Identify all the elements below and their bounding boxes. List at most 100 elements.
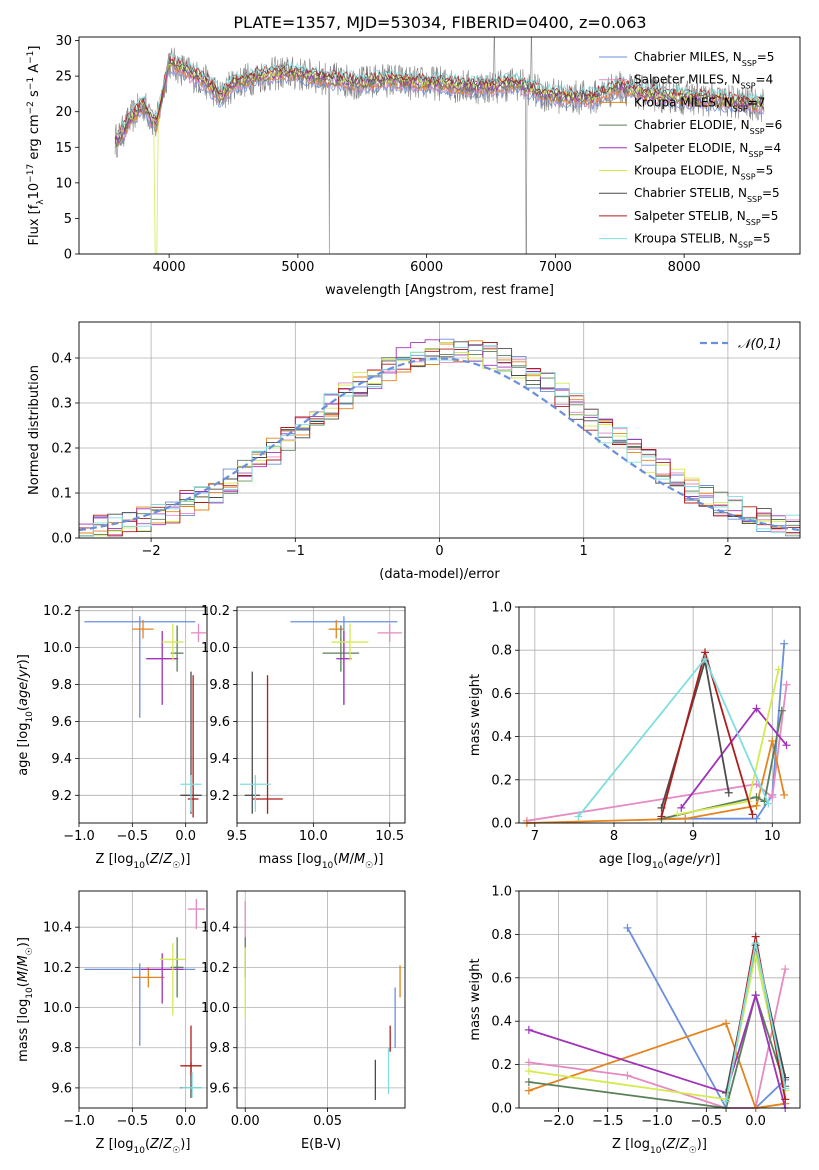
x-tick-label: 7 <box>531 829 539 844</box>
frame-weight_vs_Z <box>518 890 801 1109</box>
y-axis-label: mass weight <box>468 958 483 1040</box>
series-line <box>528 1022 786 1109</box>
legend-label: Salpeter MILES, NSSP=4 <box>634 73 773 91</box>
model-line <box>114 62 765 148</box>
y-tick-label: 9.8 <box>51 1041 72 1056</box>
chart-panels: 4000 5000 6000 7000 8000051015202530Chabrier… <box>16 34 801 1156</box>
x-tick-label: 0.0 <box>175 829 196 844</box>
figure-title: PLATE=1357, MJD=53034, FIBERID=0400, z=0… <box>233 13 646 32</box>
y-tick-label: 0.4 <box>491 1015 512 1030</box>
y-tick-label: 0.4 <box>51 352 72 367</box>
y-tick-label: 0.2 <box>491 1058 512 1073</box>
model-line <box>114 52 765 136</box>
y-tick-label: 10.0 <box>43 641 72 656</box>
frame-mass_vs_ebv <box>236 890 406 1109</box>
x-tick-label: 0.0 <box>175 1114 196 1129</box>
series-line <box>661 710 783 820</box>
legend-label: Chabrier ELODIE, NSSP=6 <box>634 118 782 136</box>
x-tick-label: −1.0 <box>63 1114 95 1129</box>
y-tick-label: 10.2 <box>201 961 230 976</box>
x-axis-label: (data-model)/error <box>379 567 500 582</box>
legend-label: 𝒩(0,1) <box>738 337 781 352</box>
y-tick-label: 25 <box>55 70 72 85</box>
y-tick-label: 9.6 <box>51 1081 72 1096</box>
y-axis-label: Flux [fλ10−17 erg cm−2 s−1 A−1] <box>26 46 46 246</box>
legend-residuals: 𝒩(0,1) <box>700 337 781 352</box>
y-tick-label: 0 <box>64 248 72 263</box>
axes-age_vs_Z: −1.0 −0.5 0.0 9.2 9.4 9.6 9.8 10.0 10.2 <box>43 604 207 844</box>
model-line <box>114 56 765 140</box>
series-line <box>661 643 786 820</box>
frame-weight_vs_age <box>518 606 801 824</box>
histogram-step <box>79 341 800 537</box>
y-tick-label: 0.1 <box>51 487 72 502</box>
axes-weight_vs_age: 7 8 9 10 0.0 0.2 0.4 0.6 0.8 1.0 <box>491 601 800 844</box>
y-axis-label: mass weight <box>468 674 483 756</box>
axes-mass_vs_ebv: 0.00 0.05 9.6 9.8 10.0 10.2 10.4 <box>201 891 405 1129</box>
y-tick-label: 9.8 <box>51 678 72 693</box>
x-tick-label: 10.0 <box>299 829 328 844</box>
x-tick-label: −0.5 <box>117 829 149 844</box>
y-tick-label: 0.2 <box>51 442 72 457</box>
y-tick-label: 10.2 <box>43 961 72 976</box>
x-tick-label: 6000 <box>410 260 443 275</box>
y-tick-label: 9.4 <box>209 752 230 767</box>
axes-spectrum: 4000 5000 6000 7000 8000 0 5 10 15 20 25 30 <box>55 34 765 275</box>
x-tick-label: −0.5 <box>691 1114 723 1129</box>
x-tick-label: 1 <box>580 544 588 559</box>
y-tick-label: 0.4 <box>491 730 512 745</box>
series-line <box>660 660 730 809</box>
y-tick-label: 9.4 <box>51 752 72 767</box>
x-axis-label: Z [log10(Z/Z☉)] <box>96 1137 191 1156</box>
y-tick-label: 9.2 <box>209 789 230 804</box>
x-tick-label: 2 <box>724 544 732 559</box>
legend-spectrum: Chabrier MILES, NSSP=5 Salpeter MILES, NS… <box>599 50 782 249</box>
y-axis-label: Normed distribution <box>27 365 42 495</box>
y-tick-label: 10.0 <box>43 1001 72 1016</box>
x-tick-label: 4000 <box>153 260 186 275</box>
y-tick-label: 0.0 <box>491 817 512 832</box>
x-tick-label: −0.5 <box>117 1114 149 1129</box>
y-tick-label: 9.8 <box>209 1041 230 1056</box>
y-tick-label: 10.0 <box>201 641 230 656</box>
legend-label: Kroupa MILES, NSSP=7 <box>634 95 765 113</box>
x-tick-label: 0 <box>435 544 443 559</box>
frame-residuals <box>78 321 801 539</box>
gaussian-line <box>78 357 801 532</box>
frame-age_vs_Z <box>78 606 208 824</box>
x-tick-label: 10 <box>764 829 781 844</box>
x-tick-label: 10.5 <box>375 829 404 844</box>
legend-label: Kroupa STELIB, NSSP=5 <box>634 232 771 250</box>
y-tick-label: 1.0 <box>491 885 512 900</box>
legend-label: Chabrier MILES, NSSP=5 <box>634 50 774 68</box>
x-axis-label: age [log10(age/yr)] <box>599 852 721 871</box>
x-tick-label: −2 <box>142 544 161 559</box>
x-tick-label: −1 <box>286 544 305 559</box>
y-tick-label: 0.8 <box>491 928 512 943</box>
axes-weight_vs_Z: −2.0 −1.5 −1.0 −0.5 0.0 0.0 0.2 0.4 0.6 0.8 1.0 <box>491 885 800 1129</box>
x-axis-label: mass [log10(M/M☉)] <box>259 852 384 871</box>
x-tick-label: 8000 <box>668 260 701 275</box>
model-line <box>114 63 765 146</box>
x-tick-label: −2.0 <box>543 1114 575 1129</box>
x-tick-label: −1.0 <box>63 829 95 844</box>
y-tick-label: 10.2 <box>201 604 230 619</box>
x-tick-label: 9.5 <box>227 829 248 844</box>
series-line <box>528 991 787 1109</box>
x-tick-label: 9 <box>689 829 697 844</box>
y-tick-label: 30 <box>55 34 72 49</box>
x-axis-label: wavelength [Angstrom, rest frame] <box>325 283 554 298</box>
y-tick-label: 0.0 <box>491 1102 512 1117</box>
y-tick-label: 10.2 <box>43 604 72 619</box>
x-tick-label: −1.5 <box>592 1114 624 1129</box>
histogram-step <box>79 342 800 537</box>
y-tick-label: 9.2 <box>51 789 72 804</box>
y-tick-label: 10.4 <box>43 921 72 936</box>
y-tick-label: 15 <box>55 141 72 156</box>
x-tick-label: 5000 <box>281 260 314 275</box>
x-tick-label: 0.0 <box>745 1114 766 1129</box>
y-axis-label: mass [log10(M/M☉)] <box>16 937 35 1062</box>
frame-spectrum <box>78 36 801 255</box>
x-axis-label: Z [log10(Z/Z☉)] <box>96 852 191 871</box>
x-tick-label: 7000 <box>539 260 572 275</box>
